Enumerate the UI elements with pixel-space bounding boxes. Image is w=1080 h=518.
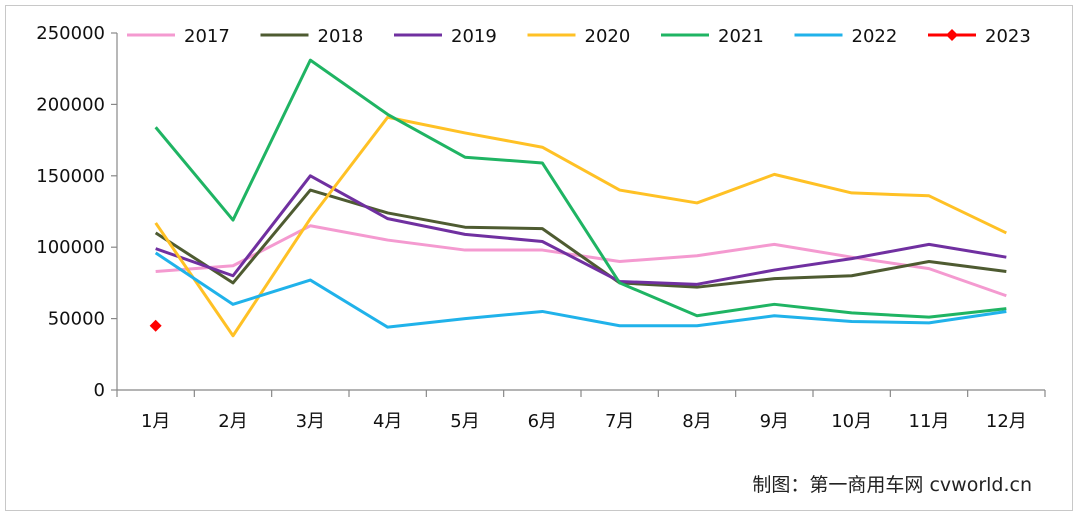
legend-2017-label: 2017 — [184, 26, 230, 47]
chart-credit: 制图：第一商用车网 cvworld.cn — [752, 474, 1032, 496]
x-tick-label: 3月 — [296, 411, 325, 432]
x-tick-label: 2月 — [218, 411, 247, 432]
y-tick-label: 0 — [94, 380, 105, 401]
legend-2020-label: 2020 — [585, 26, 631, 47]
x-tick-label: 4月 — [373, 411, 402, 432]
series-2021-line — [154, 58, 1007, 319]
x-tick-label: 8月 — [682, 411, 711, 432]
x-tick-label: 6月 — [528, 411, 557, 432]
series-2022-line — [154, 251, 1007, 329]
x-tick-label: 10月 — [831, 411, 872, 432]
y-tick-label: 50000 — [48, 309, 105, 330]
series-2019-line — [155, 174, 1007, 286]
series-2018-line — [154, 188, 1007, 289]
legend-2019-label: 2019 — [451, 26, 497, 47]
x-tick-label: 12月 — [986, 411, 1027, 432]
series-2020-line — [154, 115, 1007, 338]
legend-2023-label: 2023 — [985, 26, 1031, 47]
series-2023-point — [149, 319, 162, 332]
series-lines — [149, 58, 1007, 338]
legend-2023-marker — [946, 29, 958, 41]
x-tick-label: 9月 — [760, 411, 789, 432]
tick-labels: 0 50000 100000 150000 200000 250000 1月 2月 3月 4月 5月… — [36, 23, 1027, 432]
legend-2022-label: 2022 — [852, 26, 898, 47]
legend-2021-label: 2021 — [718, 26, 764, 47]
y-tick-label: 200000 — [36, 94, 105, 115]
x-tick-label: 5月 — [450, 411, 479, 432]
y-tick-label: 150000 — [36, 166, 105, 187]
y-tick-label: 250000 — [36, 23, 105, 44]
y-tick-label: 100000 — [36, 237, 105, 258]
axes — [111, 32, 1046, 397]
x-tick-label: 1月 — [141, 411, 170, 432]
x-tick-label: 11月 — [909, 411, 950, 432]
legend: 2017 2018 2019 2020 2021 2022 2023 — [127, 26, 1031, 47]
legend-2018-label: 2018 — [318, 26, 364, 47]
x-tick-label: 7月 — [605, 411, 634, 432]
